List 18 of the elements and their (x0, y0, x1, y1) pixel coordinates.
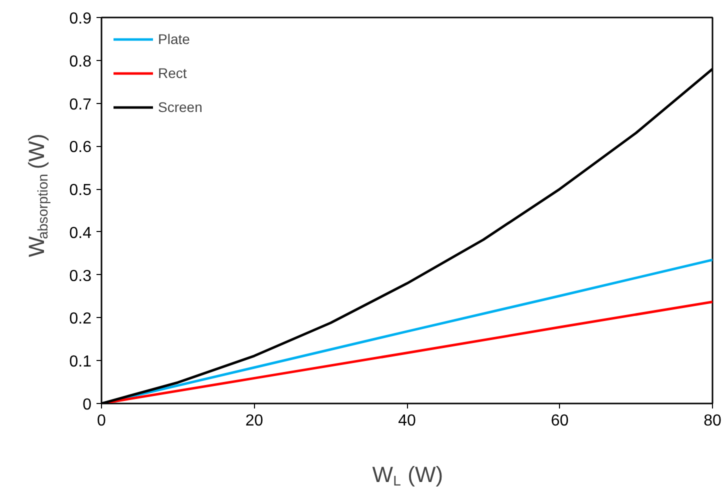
x-tick-label: 80 (704, 412, 722, 430)
y-tick-label: 0 (82, 396, 92, 414)
y-tick-label: 0.6 (69, 139, 92, 156)
legend-label: Plate (158, 31, 190, 47)
legend-label: Screen (158, 99, 202, 115)
y-tick-label: 0.1 (69, 354, 92, 371)
x-tick-label: 20 (245, 412, 264, 430)
y-tick-label: 0.2 (69, 310, 92, 328)
x-tick-label: 40 (398, 412, 416, 430)
y-tick-label: 0.9 (69, 10, 92, 28)
y-tick-label: 0.8 (69, 53, 92, 70)
y-tick-label: 0.4 (69, 224, 92, 242)
x-tick-label: 60 (550, 412, 569, 430)
y-tick-label: 0.3 (69, 268, 92, 285)
x-tick-label: 0 (97, 412, 106, 430)
y-tick-label: 0.7 (69, 96, 92, 114)
y-tick-label: 0.5 (69, 182, 92, 200)
legend-label: Rect (158, 65, 187, 81)
